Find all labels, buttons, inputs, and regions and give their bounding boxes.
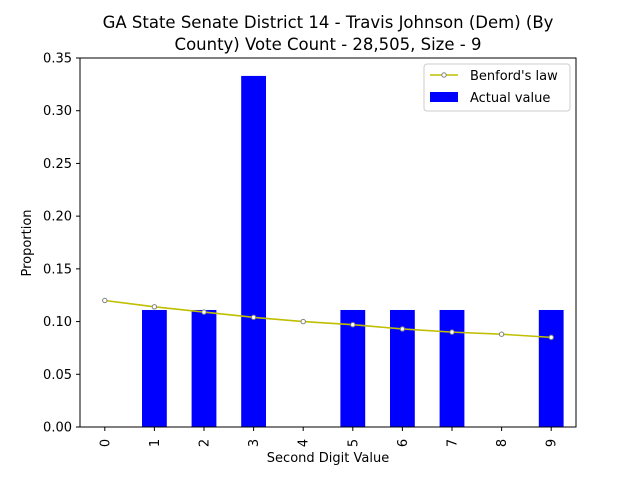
benford-point-digit-1 xyxy=(151,304,158,310)
benford-point-digit-7 xyxy=(449,329,455,335)
y-tick-label: 0.05 xyxy=(43,368,72,383)
y-axis-label: Proportion xyxy=(20,209,35,276)
x-tick-label: 6 xyxy=(396,439,411,447)
benford-point-digit-0 xyxy=(102,297,108,304)
y-tick-label: 0.30 xyxy=(43,104,72,119)
benford-point-digit-5 xyxy=(350,322,356,328)
legend-benford-label: Benford's law xyxy=(470,69,558,84)
legend-benford-marker xyxy=(441,72,447,78)
bar-digit-9 xyxy=(538,309,564,427)
plot-frame xyxy=(79,57,577,428)
legend-actual-label: Actual value xyxy=(470,91,550,106)
x-tick-label: 3 xyxy=(247,439,262,447)
y-tick-label: 0.15 xyxy=(43,262,72,277)
bar-digit-3 xyxy=(241,75,266,428)
y-tick-label: 0.00 xyxy=(43,421,72,436)
x-tick-label: 2 xyxy=(198,439,213,447)
benford-point-digit-2 xyxy=(201,309,207,315)
x-tick-label: 9 xyxy=(545,439,560,447)
benford-point-digit-9 xyxy=(548,334,554,341)
legend: Benford's law Actual value xyxy=(423,63,571,112)
bar-digit-2 xyxy=(191,309,217,427)
benford-point-digit-3 xyxy=(250,314,257,321)
x-tick-label: 4 xyxy=(297,439,312,447)
benford-point-digit-8 xyxy=(498,331,505,337)
benford-point-digit-6 xyxy=(399,326,406,332)
bars-layer xyxy=(142,75,564,428)
x-axis: 0 1 2 3 4 5 6 7 8 9 xyxy=(98,427,560,447)
x-tick-label: 7 xyxy=(446,439,461,447)
x-tick-label: 0 xyxy=(98,439,113,447)
benford-line-layer xyxy=(102,297,554,341)
benford-line xyxy=(104,299,552,339)
x-tick-label: 5 xyxy=(346,439,361,447)
y-tick-label: 0.35 xyxy=(43,52,72,67)
y-tick-label: 0.10 xyxy=(43,315,72,330)
y-tick-label: 0.25 xyxy=(43,157,72,172)
bar-digit-5 xyxy=(340,309,366,427)
legend-box xyxy=(423,63,571,112)
chart-title-line-2: County) Vote Count - 28,505, Size - 9 xyxy=(175,35,482,54)
benford-point-digit-4 xyxy=(300,318,306,325)
x-tick-label: 1 xyxy=(148,439,163,447)
y-tick-label: 0.20 xyxy=(43,210,72,225)
x-axis-label: Second Digit Value xyxy=(267,451,389,466)
x-tick-label: 8 xyxy=(495,439,510,447)
legend-actual-swatch xyxy=(430,92,458,102)
bar-digit-7 xyxy=(439,309,465,427)
y-axis: 0.00 0.05 0.10 0.15 0.20 0.25 0.30 0.35 xyxy=(43,52,80,436)
bar-digit-1 xyxy=(142,309,167,427)
chart-title-line-1: GA State Senate District 14 - Travis Joh… xyxy=(103,13,554,32)
